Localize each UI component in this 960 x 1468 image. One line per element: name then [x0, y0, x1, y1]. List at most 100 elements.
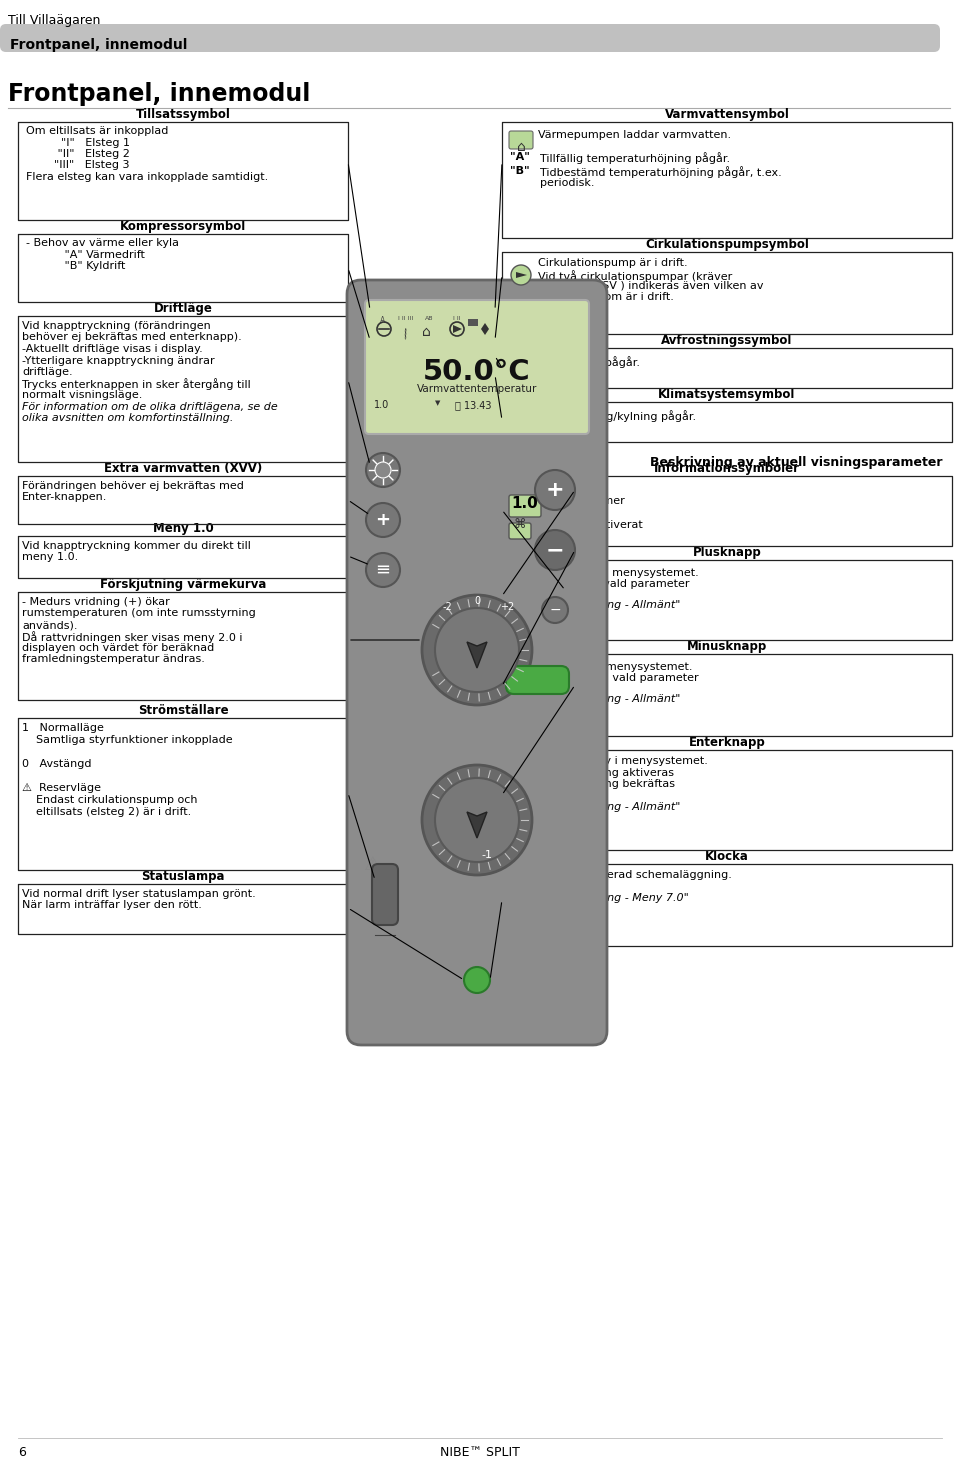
- Text: Då rattvridningen sker visas meny 2.0 i: Då rattvridningen sker visas meny 2.0 i: [22, 631, 243, 643]
- Text: - Välja lägre meny i menysystemet.: - Välja lägre meny i menysystemet.: [510, 756, 708, 766]
- Polygon shape: [481, 323, 489, 335]
- Text: Avfrostningssymbol: Avfrostningssymbol: [661, 335, 793, 346]
- Text: Uppvärmning/kylning pågår.: Uppvärmning/kylning pågår.: [538, 410, 696, 421]
- Text: Menynummer: Menynummer: [548, 496, 626, 506]
- Polygon shape: [515, 357, 527, 377]
- Text: Tillsatssymbol: Tillsatssymbol: [135, 109, 230, 120]
- Text: Förändringen behöver ej bekräftas med: Förändringen behöver ej bekräftas med: [22, 482, 244, 490]
- Polygon shape: [453, 324, 462, 333]
- Text: driftläge.: driftläge.: [22, 367, 73, 377]
- FancyBboxPatch shape: [509, 495, 541, 517]
- Circle shape: [435, 608, 519, 691]
- Text: −: −: [545, 540, 564, 559]
- Text: Beskrivning av aktuell visningsparameter: Beskrivning av aktuell visningsparameter: [650, 457, 942, 468]
- Bar: [468, 319, 478, 326]
- Text: tillbehöretESV ) indikeras även vilken av: tillbehöretESV ) indikeras även vilken a…: [538, 280, 763, 291]
- Text: Vid knapptryckning kommer du direkt till: Vid knapptryckning kommer du direkt till: [22, 542, 251, 550]
- Text: Se avsnitt "Styrning - Meny 7.0": Se avsnitt "Styrning - Meny 7.0": [510, 893, 688, 903]
- Text: "A" Värmedrift: "A" Värmedrift: [26, 250, 145, 260]
- Text: I II: I II: [453, 316, 461, 321]
- Text: Tidbestämd temperaturhöjning pågår, t.ex.: Tidbestämd temperaturhöjning pågår, t.ex…: [540, 166, 781, 178]
- Circle shape: [366, 553, 400, 587]
- Text: +: +: [545, 480, 564, 501]
- Circle shape: [366, 504, 400, 537]
- Text: Informationssymboler: Informationssymboler: [654, 462, 800, 476]
- Text: - Parameterändring bekräftas: - Parameterändring bekräftas: [510, 780, 675, 788]
- Text: "II"   Elsteg 2: "II" Elsteg 2: [26, 148, 130, 159]
- Text: Extra varmvatten (XVV): Extra varmvatten (XVV): [104, 462, 262, 476]
- Text: displayen och värdet för beräknad: displayen och värdet för beräknad: [22, 643, 214, 653]
- Text: +2: +2: [500, 602, 515, 612]
- Text: Se avsnitt "Styrning - Allmänt": Se avsnitt "Styrning - Allmänt": [510, 694, 681, 705]
- Text: - Bläddra framåt i menysystemet.: - Bläddra framåt i menysystemet.: [510, 567, 699, 578]
- Text: periodisk.: periodisk.: [540, 178, 594, 188]
- Text: AB: AB: [425, 316, 434, 321]
- Text: Visas vid all aktiverad schemaläggning.: Visas vid all aktiverad schemaläggning.: [510, 871, 732, 879]
- Circle shape: [366, 454, 400, 487]
- Text: Cirkulationspump är i drift.: Cirkulationspump är i drift.: [538, 258, 687, 269]
- Text: Kompressorsymbol: Kompressorsymbol: [120, 220, 246, 233]
- Text: ⌛ 13.43: ⌛ 13.43: [455, 399, 492, 410]
- Text: används).: används).: [22, 619, 78, 630]
- Text: ≡: ≡: [375, 561, 391, 578]
- Polygon shape: [516, 272, 527, 277]
- Text: Endast cirkulationspump och: Endast cirkulationspump och: [22, 796, 198, 804]
- Text: ⌘: ⌘: [514, 518, 526, 531]
- Text: Se avsnitt "Styrning - Allmänt": Se avsnitt "Styrning - Allmänt": [510, 802, 681, 812]
- Text: - Medurs vridning (+) ökar: - Medurs vridning (+) ökar: [22, 597, 170, 606]
- Circle shape: [464, 967, 490, 992]
- Text: Till Villaägaren: Till Villaägaren: [8, 15, 101, 26]
- Text: ⚠: ⚠: [364, 854, 381, 873]
- Text: Minusknapp: Minusknapp: [686, 640, 767, 653]
- Text: - Bläddra bakåt i menysystemet.: - Bläddra bakåt i menysystemet.: [510, 661, 692, 672]
- FancyBboxPatch shape: [509, 131, 533, 148]
- Circle shape: [422, 595, 532, 705]
- FancyBboxPatch shape: [509, 523, 531, 539]
- Text: Samtliga styrfunktioner inkopplade: Samtliga styrfunktioner inkopplade: [22, 735, 232, 744]
- Text: Om eltillsats är inkopplad: Om eltillsats är inkopplad: [26, 126, 168, 137]
- Text: -Ytterligare knapptryckning ändrar: -Ytterligare knapptryckning ändrar: [22, 355, 215, 366]
- Text: "B": "B": [510, 166, 530, 176]
- Text: behöver ej bekräftas med enterknapp).: behöver ej bekräftas med enterknapp).: [22, 332, 242, 342]
- Text: - Höja värdet på vald parameter: - Höja värdet på vald parameter: [510, 577, 689, 590]
- Text: NIBE™ SPLIT: NIBE™ SPLIT: [440, 1446, 520, 1459]
- Text: Klocka: Klocka: [705, 850, 749, 863]
- Text: Driftläge: Driftläge: [154, 302, 212, 316]
- Text: 50.0°C: 50.0°C: [423, 358, 531, 386]
- Text: framledningstemperatur ändras.: framledningstemperatur ändras.: [22, 655, 204, 665]
- Text: rumstemperaturen (om inte rumsstyrning: rumstemperaturen (om inte rumsstyrning: [22, 609, 255, 618]
- Text: Vid knapptryckning (förändringen: Vid knapptryckning (förändringen: [22, 321, 211, 330]
- Text: A: A: [380, 316, 385, 324]
- Text: -2: -2: [443, 602, 452, 612]
- Text: Värmepumpen laddar varmvatten.: Värmepumpen laddar varmvatten.: [538, 131, 732, 139]
- Text: Trycks enterknappen in sker återgång till: Trycks enterknappen in sker återgång til…: [22, 379, 251, 390]
- Circle shape: [535, 470, 575, 509]
- Text: 1.0: 1.0: [374, 399, 389, 410]
- Text: "B" Kyldrift: "B" Kyldrift: [26, 261, 126, 272]
- Text: Flera elsteg kan vara inkopplade samtidigt.: Flera elsteg kan vara inkopplade samtidi…: [26, 172, 268, 182]
- Text: Cirkulationspumpsymbol: Cirkulationspumpsymbol: [645, 238, 809, 251]
- Text: ⌂: ⌂: [422, 324, 431, 339]
- Text: -Aktuellt driftläge visas i display.: -Aktuellt driftläge visas i display.: [22, 344, 203, 354]
- FancyBboxPatch shape: [506, 666, 569, 694]
- Text: ⚠  Reservläge: ⚠ Reservläge: [22, 782, 101, 793]
- FancyBboxPatch shape: [365, 299, 589, 435]
- Text: "III"   Elsteg 3: "III" Elsteg 3: [26, 160, 130, 170]
- FancyBboxPatch shape: [372, 865, 398, 925]
- Text: normalt visningsläge.: normalt visningsläge.: [22, 390, 142, 399]
- Text: ▼: ▼: [435, 399, 441, 407]
- Text: "I"   Elsteg 1: "I" Elsteg 1: [26, 138, 130, 147]
- Circle shape: [535, 530, 575, 570]
- Circle shape: [511, 266, 531, 285]
- Text: Klimatsystemsymbol: Klimatsystemsymbol: [659, 388, 796, 401]
- Text: 0   Avstängd: 0 Avstängd: [22, 759, 91, 769]
- Text: Vid normal drift lyser statuslampan grönt.: Vid normal drift lyser statuslampan grön…: [22, 890, 255, 898]
- Circle shape: [435, 778, 519, 862]
- Polygon shape: [467, 642, 487, 668]
- Text: 1   Normalläge: 1 Normalläge: [22, 724, 104, 733]
- Text: Varmvattentemperatur: Varmvattentemperatur: [417, 385, 538, 393]
- Text: /: /: [402, 327, 410, 341]
- Text: 6: 6: [18, 1446, 26, 1459]
- Text: -1: -1: [482, 850, 492, 860]
- Text: meny 1.0.: meny 1.0.: [22, 552, 79, 562]
